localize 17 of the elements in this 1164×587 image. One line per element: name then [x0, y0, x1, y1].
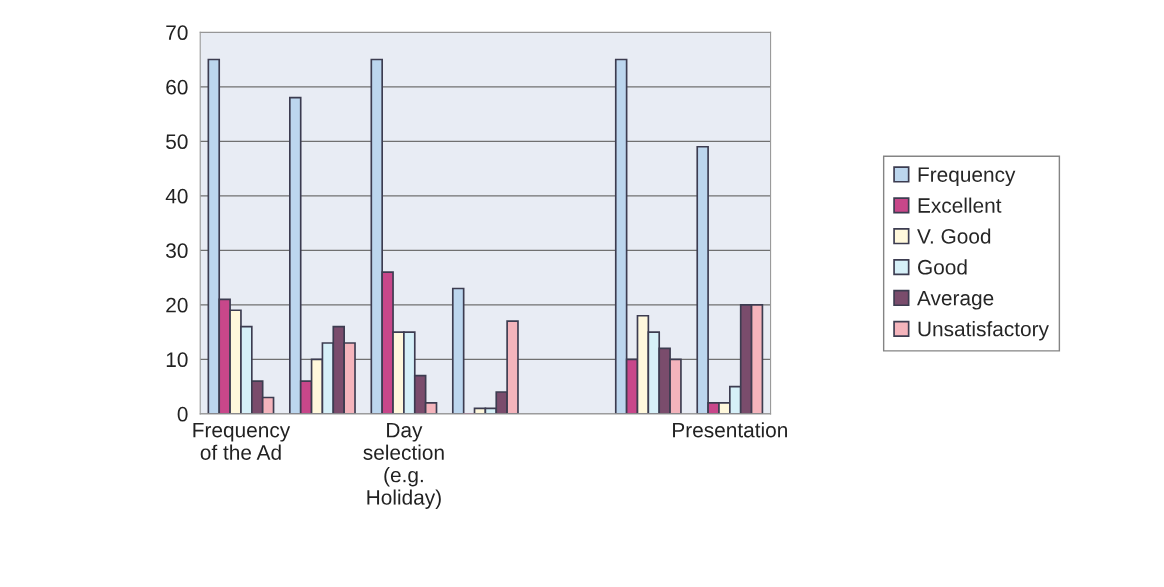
y-tick-label: 60: [166, 79, 188, 95]
legend-label: Good: [918, 259, 967, 275]
legend-label: V. Good: [917, 228, 991, 244]
x-tick-label: Frequency of the Ad: [193, 422, 291, 460]
y-tick-label: 50: [166, 134, 188, 150]
legend-label: Excellent: [918, 197, 1002, 213]
y-tick-label: 70: [166, 25, 188, 41]
y-tick-label: 40: [165, 188, 188, 204]
x-tick-label: Day selection (e.g. Holiday): [363, 422, 444, 509]
x-tick-label: Presentation: [673, 422, 787, 438]
y-tick-label: 10: [166, 352, 188, 368]
legend-label: Average: [917, 290, 994, 310]
legend-label: Unsatisfactory: [918, 321, 1049, 341]
y-tick-label: 30: [166, 243, 188, 259]
y-tick-label: 0: [177, 406, 188, 422]
legend-label: Frequency: [918, 167, 1016, 187]
y-tick-label: 20: [166, 297, 188, 313]
